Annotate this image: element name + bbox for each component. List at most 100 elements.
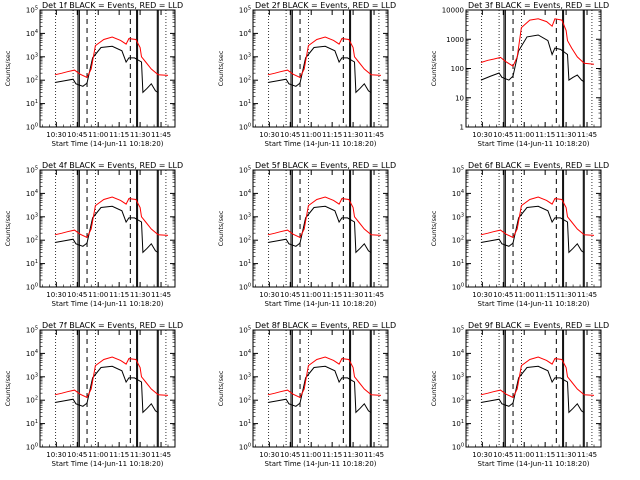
panel-title: Det 5f BLACK = Events, RED = LLD bbox=[255, 161, 396, 170]
x-axis-label: Start Time (14-Jun-11 10:18:20) bbox=[478, 140, 590, 148]
y-tick-label: 105 bbox=[239, 326, 251, 335]
x-tick-label: 11:30 bbox=[130, 291, 150, 299]
x-tick-label: 10:45 bbox=[493, 291, 513, 299]
x-tick-label: 11:00 bbox=[514, 291, 534, 299]
x-tick-label: 11:15 bbox=[322, 451, 342, 459]
y-tick-label: 101 bbox=[452, 419, 464, 428]
y-tick-label: 102 bbox=[239, 236, 251, 245]
y-tick-label: 100 bbox=[26, 443, 38, 452]
y-tick-label: 104 bbox=[26, 349, 38, 358]
y-tick-label: 10 bbox=[455, 94, 464, 102]
series-line-events bbox=[267, 45, 372, 94]
y-tick-label: 100 bbox=[239, 443, 251, 452]
y-tick-label: 102 bbox=[452, 236, 464, 245]
y-tick-label: 101 bbox=[239, 419, 251, 428]
x-tick-label: 11:30 bbox=[343, 291, 363, 299]
y-tick-label: 105 bbox=[239, 166, 251, 175]
x-tick-label: 11:15 bbox=[535, 291, 555, 299]
y-axis-label: Counts/sec bbox=[217, 210, 225, 246]
x-tick-label: 11:00 bbox=[514, 451, 534, 459]
x-tick-label: 10:45 bbox=[280, 451, 300, 459]
plot-frame bbox=[252, 169, 389, 288]
y-tick-label: 104 bbox=[452, 349, 464, 358]
x-tick-label: 10:45 bbox=[493, 451, 513, 459]
y-tick-label: 103 bbox=[26, 212, 38, 221]
x-tick-label: 11:00 bbox=[88, 131, 108, 139]
x-tick-label: 10:30 bbox=[472, 451, 492, 459]
x-axis-label: Start Time (14-Jun-11 10:18:20) bbox=[265, 140, 377, 148]
x-tick-label: 11:30 bbox=[343, 451, 363, 459]
y-tick-label: 102 bbox=[26, 396, 38, 405]
x-axis-label: Start Time (14-Jun-11 10:18:20) bbox=[265, 460, 377, 468]
plot-frame bbox=[252, 9, 389, 128]
x-tick-label: 11:30 bbox=[130, 131, 150, 139]
y-tick-label: 103 bbox=[452, 212, 464, 221]
y-tick-label: 104 bbox=[239, 349, 251, 358]
series-line-events bbox=[54, 45, 159, 94]
x-tick-label: 10:45 bbox=[280, 291, 300, 299]
x-tick-label: 11:15 bbox=[109, 291, 129, 299]
y-tick-label: 100 bbox=[451, 65, 464, 73]
x-tick-label: 11:00 bbox=[514, 131, 534, 139]
panel-det-3f: 1 10 100 1000 10000 10:30 10:45 11:00 11:15 11:30… bbox=[430, 1, 609, 148]
x-axis-label: Start Time (14-Jun-11 10:18:20) bbox=[52, 460, 164, 468]
y-axis-label: Counts/sec bbox=[4, 370, 12, 406]
x-tick-label: 10:30 bbox=[472, 291, 492, 299]
x-tick-label: 11:30 bbox=[130, 451, 150, 459]
x-tick-label: 11:15 bbox=[535, 131, 555, 139]
plot-frame bbox=[465, 329, 602, 448]
panel-title: Det 9f BLACK = Events, RED = LLD bbox=[468, 321, 609, 330]
plot-frame bbox=[39, 9, 176, 128]
plot-frame bbox=[39, 169, 176, 288]
series-line-events bbox=[54, 205, 159, 254]
y-tick-label: 101 bbox=[239, 99, 251, 108]
y-tick-label: 102 bbox=[26, 76, 38, 85]
x-tick-label: 11:15 bbox=[109, 131, 129, 139]
x-axis-label: Start Time (14-Jun-11 10:18:20) bbox=[52, 140, 164, 148]
x-tick-label: 10:30 bbox=[259, 131, 279, 139]
y-tick-label: 101 bbox=[26, 419, 38, 428]
x-tick-label: 11:30 bbox=[343, 131, 363, 139]
series-line-lld bbox=[267, 356, 382, 399]
y-tick-label: 10000 bbox=[442, 7, 464, 15]
y-tick-label: 103 bbox=[26, 52, 38, 61]
x-tick-label: 11:30 bbox=[556, 131, 576, 139]
y-tick-label: 104 bbox=[452, 189, 464, 198]
y-axis-label: Counts/sec bbox=[430, 210, 438, 246]
x-tick-label: 10:45 bbox=[280, 131, 300, 139]
x-tick-label: 11:45 bbox=[577, 291, 597, 299]
series-line-lld bbox=[54, 196, 169, 239]
y-tick-label: 100 bbox=[239, 283, 251, 292]
x-tick-label: 11:45 bbox=[151, 291, 171, 299]
y-tick-label: 101 bbox=[26, 259, 38, 268]
series-line-lld bbox=[267, 36, 382, 79]
panel-title: Det 2f BLACK = Events, RED = LLD bbox=[255, 1, 396, 10]
y-axis-label: Counts/sec bbox=[4, 50, 12, 86]
x-tick-label: 11:00 bbox=[301, 291, 321, 299]
series-line-events bbox=[480, 365, 585, 414]
y-tick-label: 100 bbox=[452, 283, 464, 292]
panel-title: Det 7f BLACK = Events, RED = LLD bbox=[42, 321, 183, 330]
y-tick-label: 101 bbox=[239, 259, 251, 268]
x-axis-label: Start Time (14-Jun-11 10:18:20) bbox=[265, 300, 377, 308]
x-tick-label: 11:30 bbox=[556, 451, 576, 459]
x-tick-label: 10:30 bbox=[472, 131, 492, 139]
series-line-events bbox=[480, 34, 585, 83]
series-line-events bbox=[480, 205, 585, 254]
y-tick-label: 103 bbox=[239, 372, 251, 381]
x-tick-label: 11:15 bbox=[535, 451, 555, 459]
x-axis-label: Start Time (14-Jun-11 10:18:20) bbox=[478, 300, 590, 308]
y-tick-label: 100 bbox=[26, 283, 38, 292]
x-tick-label: 11:00 bbox=[301, 451, 321, 459]
panel-title: Det 8f BLACK = Events, RED = LLD bbox=[255, 321, 396, 330]
x-tick-label: 11:00 bbox=[301, 131, 321, 139]
x-tick-label: 10:45 bbox=[67, 451, 87, 459]
x-tick-label: 11:00 bbox=[88, 291, 108, 299]
y-tick-label: 101 bbox=[26, 99, 38, 108]
y-tick-label: 104 bbox=[239, 189, 251, 198]
